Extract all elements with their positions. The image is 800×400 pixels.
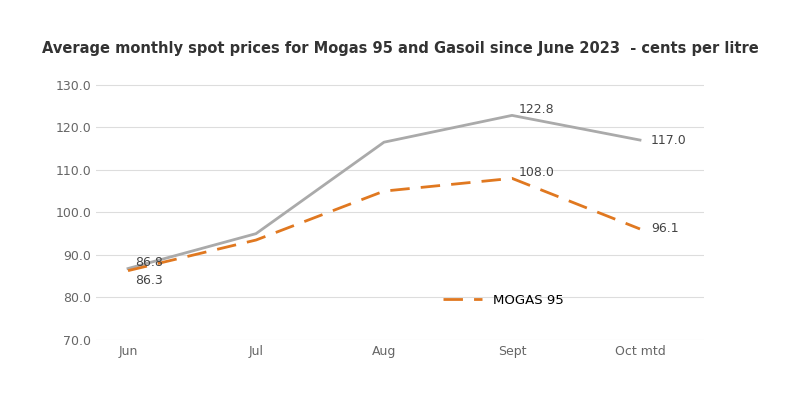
Text: 108.0: 108.0 [519,166,555,179]
Text: 86.8: 86.8 [135,256,163,270]
Title: Average monthly spot prices for Mogas 95 and Gasoil since June 2023  - cents per: Average monthly spot prices for Mogas 95… [42,40,758,56]
Legend: MOGAS 95: MOGAS 95 [438,288,569,312]
Text: 122.8: 122.8 [519,103,554,116]
Text: 117.0: 117.0 [651,134,687,146]
Text: 86.3: 86.3 [135,274,162,287]
Text: 96.1: 96.1 [651,222,678,236]
